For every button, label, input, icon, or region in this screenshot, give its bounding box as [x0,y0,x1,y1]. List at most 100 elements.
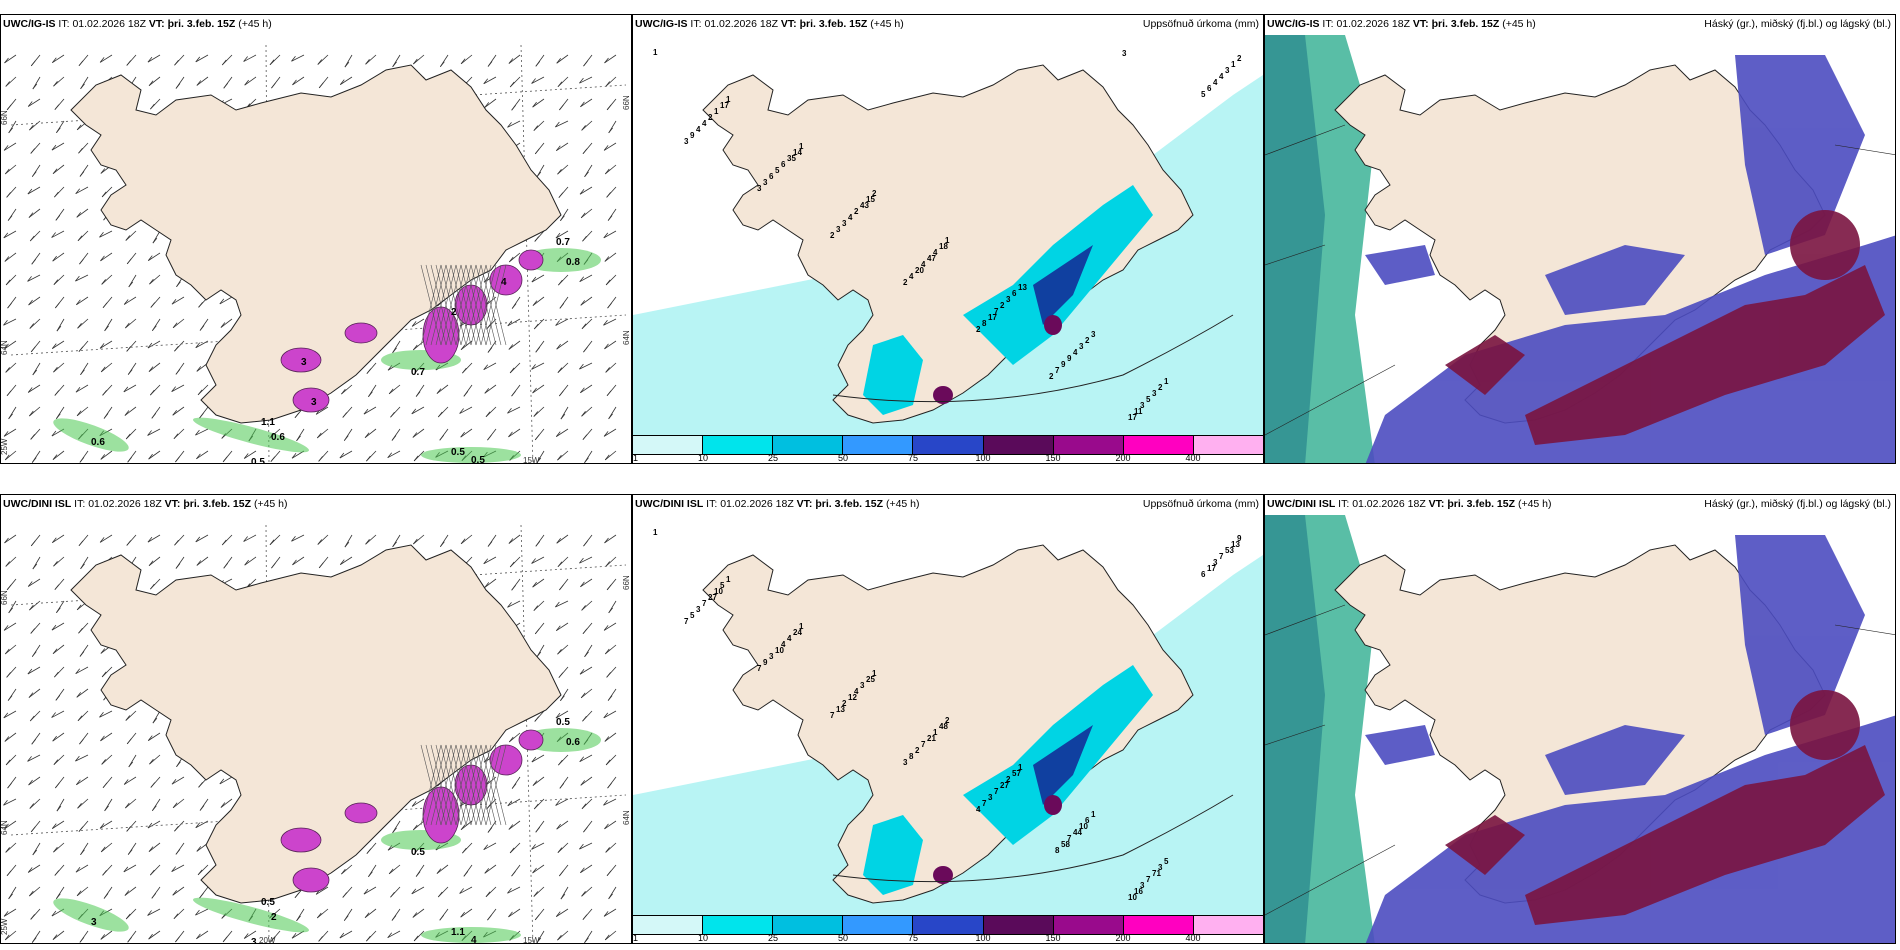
precip-value-label: 1 [799,142,804,151]
precip-value-label: 7 [921,740,926,749]
precip-value-label: 3 [1225,66,1230,75]
colorbar-swatch [633,436,704,454]
wind-value-label: 4 [501,277,507,288]
precip-value-label: 2 [842,699,847,708]
precip-value-label: 2 [1006,775,1011,784]
wind-value-label: 0.5 [411,847,425,858]
precip-value-label: 35 [787,154,796,163]
colorbar-label: 150 [1045,453,1061,463]
colorbar-swatch [913,916,984,934]
precip-value-label: 7 [1055,366,1060,375]
colorbar-swatch [1053,436,1124,454]
precip-value-label: 13 [1231,540,1240,549]
precip-value-label: 21 [927,734,936,743]
precip-value-label: 7 [684,617,689,626]
grid-lines [1265,604,1895,916]
colorbar-label: 150 [1045,933,1061,943]
hatching [420,744,507,826]
precip-value-label: 5 [1164,857,1169,866]
panel-header: UWC/IG-IS IT: 01.02.2026 18Z VT: þri. 3.… [3,18,272,30]
panel-title: Háský (gr.), miðský (fj.bl.) og lágský (… [1704,18,1891,30]
precip-value-label: 3 [763,178,768,187]
precip-value-label: 4 [854,687,859,696]
lat-label: 25W [1,918,9,935]
precip-value-label: 11 [1134,407,1143,416]
precip-value-label: 1 [726,95,731,104]
wind-value-label: 0.6 [271,432,285,443]
precip-value-label: 8 [982,319,987,328]
panel-title: Uppsöfnuð úrkoma (mm) [1142,18,1259,30]
colorbar-label: 400 [1185,933,1201,943]
precip-value-label: 3 [903,758,908,767]
precip-value-label: 17 [1128,413,1137,422]
precip-value-label: 1 [872,669,877,678]
precip-value-label: 3 [836,225,841,234]
wind-value-label: 0.7 [556,237,570,248]
mid-cloud [1365,55,1895,463]
high-cloud [1265,515,1375,943]
colorbar-swatch [1193,436,1263,454]
precip-value-label: 3 [1091,330,1096,339]
lat-label: 66N [622,575,631,590]
precip-value-label: 3 [1006,295,1011,304]
colorbar-label: 1 [633,453,639,463]
wind-value-label: 4 [471,935,477,944]
colorbar-swatch [983,436,1054,454]
precip-heavy [863,665,1153,895]
precip-value-label: 1 [1164,377,1169,386]
wind-value-label: 3 [251,937,257,944]
colorbar-swatch [1193,916,1263,934]
precip-value-label: 2 [1000,301,1005,310]
wind-value-label: 1.1 [261,417,275,428]
wind-values: 0.7 0.8 0.7 1.1 0.6 0.6 0.5 0.5 0.5 3 3 2 4 [91,237,580,463]
precip-value-label: 2 [708,113,713,122]
precip-value-label: 1 [653,48,658,57]
precip-value-label: 48 [939,722,948,731]
precip-value-label: 8 [909,752,914,761]
precip-value-label: 3 [1140,881,1145,890]
precip-value-label: 3 [1140,401,1145,410]
axis-labels: 66N 64N 25W 66N 64N 15W [1,95,631,463]
colorbar-cells [633,915,1263,935]
precip-value-label: 53 [1225,546,1234,555]
lat-label: 66N [1,110,9,125]
axis-labels: 66N 64N 25W 66N 64N 20W 15W [1,575,631,944]
precip-value-label: 1 [714,107,719,116]
precip-value-label: 3 [1158,863,1163,872]
precip-value-label: 7 [994,787,999,796]
precip-value-label: 4 [976,805,981,814]
colorbar-label: 75 [907,453,918,463]
precip-value-label: 5 [775,166,780,175]
wind-value-label: 2 [271,912,277,923]
precip-value-label: 27 [1000,781,1009,790]
precip-value-label: 10 [1079,822,1088,831]
precip-value-label: 2 [903,278,908,287]
colorbar-label: 75 [907,933,918,943]
lon-label: 15W [523,936,540,944]
colorbar-label: 200 [1115,933,1131,943]
precip-value-label: 27 [708,593,717,602]
precip-value-label: 1 [1018,763,1023,772]
precip-value-label: 3 [769,652,774,661]
colorbar-label: 1 [633,933,639,943]
precip-value-label: 2 [945,716,950,725]
high-cloud [1265,35,1375,463]
panel-title: Uppsöfnuð úrkoma (mm) [1142,498,1259,510]
precip-value-label: 4 [696,125,701,134]
low-cloud [1445,690,1885,925]
precip-value-label: 4 [1073,348,1078,357]
precip-value-label: 1 [945,236,950,245]
precip-value-label: 9 [1237,534,1242,543]
colorbar-swatch [633,916,704,934]
lat-label: 64N [1,820,9,835]
precip-value-label: 13 [836,705,845,714]
precip-value-label: 4 [933,248,938,257]
colorbar-cells [633,435,1263,455]
colorbar-label: 50 [837,933,849,943]
mid-cloud [1365,535,1895,943]
low-cloud [1445,210,1885,445]
cloud-panel-row1: UWC/IG-IS IT: 01.02.2026 18Z VT: þri. 3.… [1264,14,1896,464]
precip-value-label: 43 [860,201,869,210]
precip-value-label: 4 [848,213,853,222]
precip-value-label: 3 [696,605,701,614]
